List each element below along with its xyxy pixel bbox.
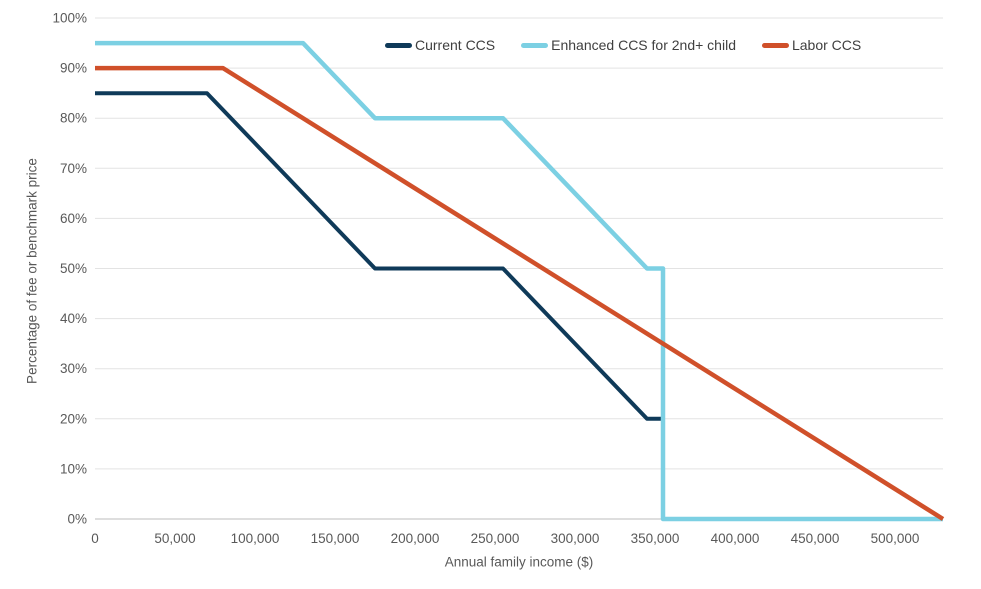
x-tick-label: 150,000 bbox=[311, 531, 360, 546]
y-tick-label: 70% bbox=[60, 161, 87, 176]
series-line-labor-ccs bbox=[95, 65, 945, 521]
legend-label: Labor CCS bbox=[791, 37, 862, 53]
y-tick-label: 0% bbox=[67, 512, 87, 527]
y-tick-label: 90% bbox=[60, 61, 87, 76]
series-line-enhanced-ccs-for-2nd-child bbox=[95, 40, 943, 522]
gridlines bbox=[95, 17, 943, 520]
y-tick-label: 50% bbox=[60, 261, 87, 276]
legend-item-enhanced-ccs-for-2nd-child: Enhanced CCS for 2nd+ child bbox=[521, 37, 736, 53]
legend-swatch-icon bbox=[761, 42, 789, 48]
x-tick-label: 100,000 bbox=[231, 531, 280, 546]
y-tick-label: 10% bbox=[60, 461, 87, 476]
x-tick-label: 50,000 bbox=[154, 531, 195, 546]
x-tick-label: 300,000 bbox=[551, 531, 600, 546]
series-line-current-ccs bbox=[95, 91, 665, 519]
x-axis-title: Annual family income ($) bbox=[444, 554, 594, 570]
legend-swatch-icon bbox=[385, 42, 412, 48]
y-tick-label: 100% bbox=[52, 11, 87, 26]
y-tick-label: 20% bbox=[60, 411, 87, 426]
chart-legend: Current CCS Enhanced CCS for 2nd+ child La… bbox=[385, 37, 861, 53]
legend-item-labor-ccs: Labor CCS bbox=[761, 37, 862, 53]
legend-label: Current CCS bbox=[415, 37, 496, 53]
x-tick-label: 200,000 bbox=[391, 531, 440, 546]
y-tick-label: 80% bbox=[60, 111, 87, 126]
series-lines bbox=[95, 40, 945, 522]
y-tick-label: 30% bbox=[60, 361, 87, 376]
x-tick-label: 400,000 bbox=[711, 531, 760, 546]
x-tick-label: 500,000 bbox=[871, 531, 920, 546]
y-tick-label: 40% bbox=[60, 311, 87, 326]
x-tick-label: 450,000 bbox=[791, 531, 840, 546]
y-axis-tick-labels: 0% 10% 20% 30% 40% 50% 60% 70% 80% 90% 100% bbox=[52, 11, 87, 527]
x-tick-label: 250,000 bbox=[471, 531, 520, 546]
x-axis-tick-labels: 0 50,000 100,000 150,000 200,000 250,000 300,0… bbox=[91, 531, 919, 546]
x-tick-label: 0 bbox=[91, 531, 99, 546]
legend-item-current-ccs: Current CCS bbox=[385, 37, 495, 53]
y-tick-label: 60% bbox=[60, 211, 87, 226]
y-axis-title: Percentage of fee or benchmark price bbox=[24, 158, 40, 384]
legend-label: Enhanced CCS for 2nd+ child bbox=[551, 37, 736, 53]
x-tick-label: 350,000 bbox=[631, 531, 680, 546]
legend-swatch-icon bbox=[521, 42, 549, 48]
